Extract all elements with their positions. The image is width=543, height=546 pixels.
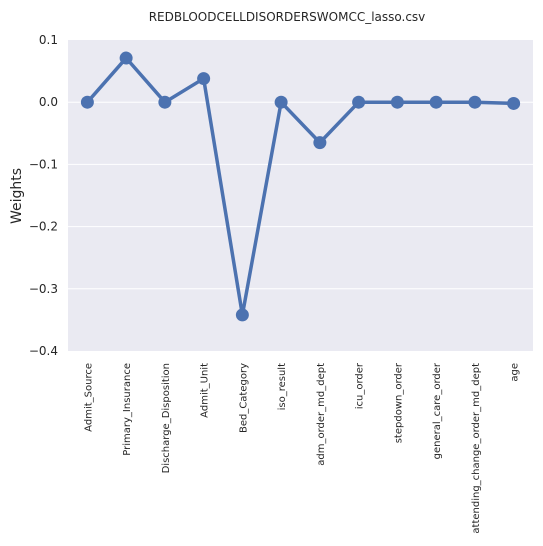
x-tick-label: iso_result	[277, 363, 288, 410]
data-point	[507, 96, 521, 110]
y-tick-label: 0.1	[39, 33, 58, 47]
x-axis-ticks: Admit_Source Primary_Insurance Discharge_D…	[83, 362, 520, 533]
y-axis-label: Weights	[9, 168, 25, 224]
x-tick-label: Admit_Source	[83, 363, 94, 432]
data-point	[390, 95, 404, 109]
data-point	[429, 95, 443, 109]
data-point	[274, 95, 288, 109]
data-point	[197, 72, 211, 86]
y-tick-label: −0.2	[29, 220, 58, 234]
y-tick-label: 0.0	[39, 95, 58, 109]
chart-title: REDBLOODCELLDISORDERSWOMCC_lasso.csv	[149, 10, 426, 24]
data-point	[119, 51, 133, 65]
x-tick-label: Admit_Unit	[200, 363, 211, 418]
data-point	[80, 95, 94, 109]
data-point	[313, 136, 327, 150]
y-tick-label: −0.1	[29, 157, 58, 171]
x-tick-label: age	[510, 363, 521, 382]
y-tick-label: −0.3	[29, 282, 58, 296]
x-tick-label: adm_order_md_dept	[316, 363, 327, 466]
x-tick-label: Bed_Category	[238, 363, 249, 433]
y-tick-label: −0.4	[29, 344, 58, 358]
data-point	[235, 308, 249, 322]
series-layer	[80, 51, 521, 322]
x-tick-label: icu_order	[355, 362, 366, 409]
x-tick-label: Discharge_Disposition	[161, 363, 172, 473]
y-axis-ticks: 0.1 0.0 −0.1 −0.2 −0.3 −0.4	[29, 33, 58, 358]
data-point	[158, 95, 172, 109]
data-point	[352, 95, 366, 109]
x-tick-label: attending_change_order_md_dept	[471, 363, 482, 534]
plot-area	[68, 40, 533, 351]
x-tick-label: stepdown_order	[393, 362, 404, 443]
x-tick-label: general_care_order	[432, 362, 443, 459]
x-tick-label: Primary_Insurance	[122, 363, 133, 456]
data-point	[468, 95, 482, 109]
